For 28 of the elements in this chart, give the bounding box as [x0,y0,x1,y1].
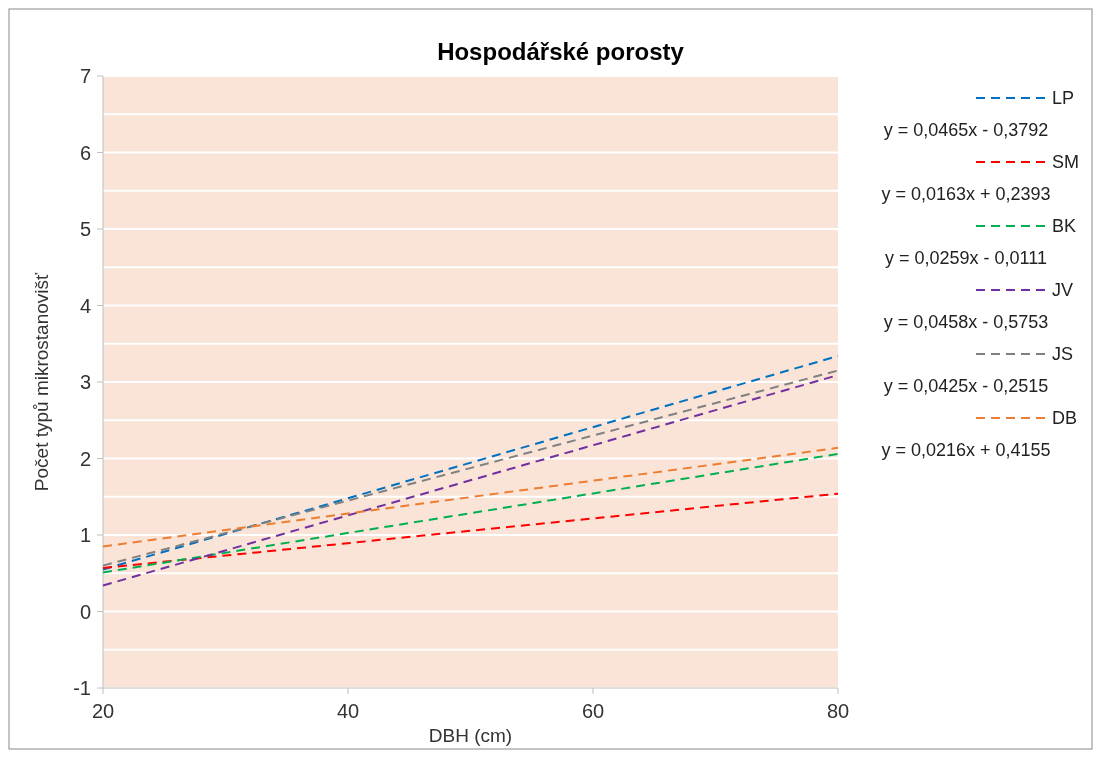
legend-label: LP [1052,88,1075,109]
text: y = 0,0425x - 0,2515 [883,376,1049,397]
chart-title: Hospodářské porosty [437,38,685,65]
text: y = 0,0163x + 0,2393 [881,184,1051,205]
y-tick-label: 2 [79,447,91,470]
legend-label: DB [1052,408,1078,429]
text: y = 0,0465x - 0,3792 [883,120,1049,141]
y-tick-label: 7 [79,65,91,87]
legend-label: JS [1052,344,1074,365]
x-tick-label: 80 [826,700,850,722]
y-tick-label: 5 [79,218,91,240]
x-tick-label: 20 [91,700,115,722]
y-tick-label: 4 [79,294,91,317]
x-tick-label: 40 [336,700,360,722]
text: y = 0,0259x - 0,0111 [885,248,1047,269]
y-tick-label: -1 [73,677,91,699]
text: y = 0,0458x - 0,5753 [883,312,1049,333]
legend-label: JV [1052,280,1074,301]
legend-label: SM [1052,152,1079,173]
y-tick-label: 3 [79,371,91,393]
y-tick-label: 6 [79,141,91,164]
legend-label: BK [1052,216,1077,237]
x-axis-title: DBH (cm) [428,725,513,746]
text: y = 0,0216x + 0,4155 [881,440,1051,461]
y-tick-label: 1 [79,524,91,546]
x-tick-label: 60 [581,700,605,722]
y-axis-title: Počet typů mikrostanovišť [31,271,52,492]
y-tick-label: 0 [79,600,91,623]
